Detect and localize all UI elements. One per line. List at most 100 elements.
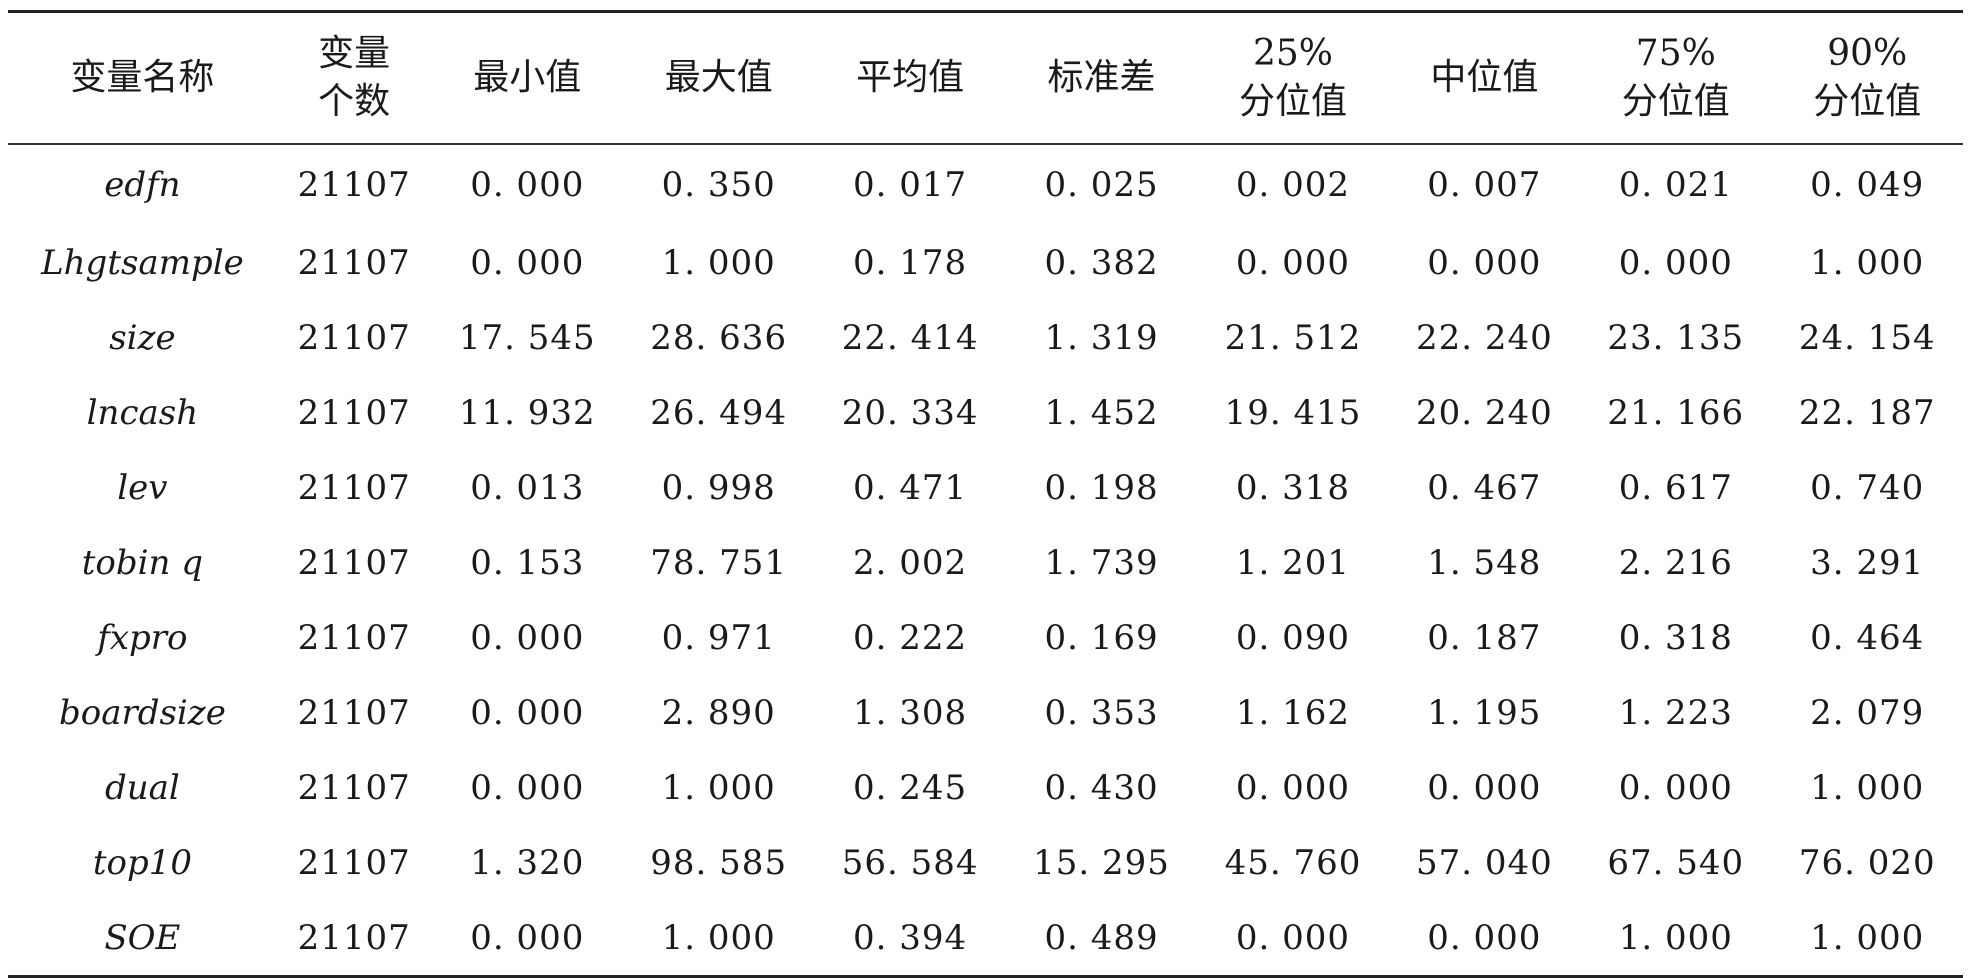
statistics-table: 变量名称 变量 个数 最小值 最大值 平均值 标准差 xyxy=(8,10,1963,978)
cell-count: 21107 xyxy=(297,617,411,658)
cell-p25: 21. 512 xyxy=(1224,317,1362,358)
header-count: 变量 个数 xyxy=(318,33,391,122)
cell-p75: 0. 318 xyxy=(1618,617,1733,658)
cell-p75: 67. 540 xyxy=(1607,842,1745,883)
cell-min: 1. 320 xyxy=(470,842,585,883)
cell-variable-name: boardsize xyxy=(58,692,226,733)
table-rows: edfn 21107 0. 000 0. 350 0. 017 0. 025 0. 002 0… xyxy=(8,145,1963,975)
cell-min: 0. 000 xyxy=(470,917,585,958)
table-row: edfn 21107 0. 000 0. 350 0. 017 0. 025 0. 002 0… xyxy=(8,145,1963,225)
cell-min: 0. 153 xyxy=(470,542,585,583)
cell-std: 0. 169 xyxy=(1044,617,1159,658)
cell-p25: 0. 000 xyxy=(1235,917,1351,958)
cell-count: 21107 xyxy=(297,842,411,883)
cell-count: 21107 xyxy=(297,542,411,583)
cell-min: 0. 000 xyxy=(470,165,585,205)
cell-max: 1. 000 xyxy=(661,917,776,958)
cell-max: 2. 890 xyxy=(661,692,776,733)
cell-min: 0. 000 xyxy=(470,242,585,283)
cell-p25: 19. 415 xyxy=(1224,392,1362,433)
cell-max: 98. 585 xyxy=(650,842,788,883)
cell-count: 21107 xyxy=(297,767,411,808)
cell-mean: 0. 471 xyxy=(853,467,968,508)
cell-p90: 76. 020 xyxy=(1798,842,1936,883)
cell-p75: 0. 000 xyxy=(1618,767,1733,808)
cell-p25: 0. 318 xyxy=(1235,467,1351,508)
cell-count: 21107 xyxy=(297,242,411,283)
cell-min: 0. 000 xyxy=(470,767,585,808)
header-row: 变量名称 变量 个数 最小值 最大值 平均值 标准差 xyxy=(8,13,1963,143)
cell-p90: 1. 000 xyxy=(1810,242,1925,283)
cell-mean: 0. 394 xyxy=(853,917,968,958)
table-header: 变量名称 变量 个数 最小值 最大值 平均值 标准差 xyxy=(8,13,1963,143)
table-row: SOE 21107 0. 000 1. 000 0. 394 0. 489 0. 000 0.… xyxy=(8,900,1963,975)
cell-variable-name: size xyxy=(109,317,176,358)
table-row: tobin q 21107 0. 153 78. 751 2. 002 1. 739 1. … xyxy=(8,525,1963,600)
cell-mean: 20. 334 xyxy=(841,392,979,433)
cell-variable-name: lncash xyxy=(86,392,199,433)
cell-mean: 1. 308 xyxy=(853,692,968,733)
table-row: dual 21107 0. 000 1. 000 0. 245 0. 430 0. 000 0… xyxy=(8,750,1963,825)
table-row: boardsize 21107 0. 000 2. 890 1. 308 0. 353 1.… xyxy=(8,675,1963,750)
cell-std: 0. 198 xyxy=(1044,467,1159,508)
cell-p90: 0. 464 xyxy=(1810,617,1925,658)
cell-min: 17. 545 xyxy=(458,317,596,358)
cell-p90: 3. 291 xyxy=(1810,542,1925,583)
header-p25: 25% 分位值 xyxy=(1238,33,1347,122)
table-row: top10 21107 1. 320 98. 585 56. 584 15. 295 45.… xyxy=(8,825,1963,900)
cell-median: 0. 000 xyxy=(1427,917,1542,958)
cell-mean: 0. 245 xyxy=(853,767,968,808)
cell-max: 28. 636 xyxy=(650,317,788,358)
cell-max: 1. 000 xyxy=(661,242,776,283)
cell-p25: 0. 000 xyxy=(1235,242,1351,283)
cell-count: 21107 xyxy=(297,165,411,205)
cell-p75: 1. 000 xyxy=(1618,917,1733,958)
cell-min: 0. 013 xyxy=(470,467,585,508)
cell-p25: 1. 162 xyxy=(1235,692,1351,733)
table-row: fxpro 21107 0. 000 0. 971 0. 222 0. 169 0. 090… xyxy=(8,600,1963,675)
cell-max: 0. 971 xyxy=(661,617,776,658)
header-p75: 75% 分位值 xyxy=(1621,33,1730,122)
cell-std: 0. 489 xyxy=(1044,917,1159,958)
top-rule xyxy=(8,10,1963,13)
cell-median: 57. 040 xyxy=(1415,842,1553,883)
cell-mean: 56. 584 xyxy=(841,842,979,883)
cell-p75: 1. 223 xyxy=(1618,692,1733,733)
cell-variable-name: Lhgtsample xyxy=(41,242,244,283)
table-row: size 21107 17. 545 28. 636 22. 414 1. 319 21. … xyxy=(8,300,1963,375)
header-variable-name: 变量名称 xyxy=(70,57,215,98)
cell-mean: 2. 002 xyxy=(853,542,968,583)
header-median: 中位值 xyxy=(1430,57,1539,98)
cell-std: 0. 025 xyxy=(1044,165,1159,205)
cell-median: 1. 548 xyxy=(1427,542,1542,583)
cell-variable-name: top10 xyxy=(92,842,192,883)
cell-p25: 0. 002 xyxy=(1235,165,1351,205)
cell-median: 0. 187 xyxy=(1427,617,1542,658)
table-body: edfn 21107 0. 000 0. 350 0. 017 0. 025 0. 002 0… xyxy=(8,145,1963,975)
cell-p75: 0. 021 xyxy=(1618,165,1733,205)
cell-p25: 1. 201 xyxy=(1235,542,1351,583)
cell-variable-name: SOE xyxy=(104,917,181,958)
cell-p90: 2. 079 xyxy=(1810,692,1925,733)
cell-min: 0. 000 xyxy=(470,617,585,658)
cell-mean: 0. 017 xyxy=(853,165,968,205)
cell-max: 1. 000 xyxy=(661,767,776,808)
cell-p90: 0. 049 xyxy=(1810,165,1925,205)
cell-max: 26. 494 xyxy=(650,392,788,433)
header-std: 标准差 xyxy=(1047,57,1156,98)
cell-std: 15. 295 xyxy=(1033,842,1170,883)
cell-variable-name: fxpro xyxy=(97,617,188,658)
cell-std: 0. 382 xyxy=(1044,242,1159,283)
cell-p75: 0. 617 xyxy=(1618,467,1733,508)
cell-count: 21107 xyxy=(297,317,411,358)
cell-mean: 22. 414 xyxy=(841,317,979,358)
cell-mean: 0. 222 xyxy=(853,617,968,658)
cell-variable-name: dual xyxy=(104,767,180,808)
cell-p75: 2. 216 xyxy=(1618,542,1733,583)
cell-std: 1. 739 xyxy=(1044,542,1159,583)
cell-median: 0. 467 xyxy=(1427,467,1542,508)
cell-max: 0. 350 xyxy=(661,165,776,205)
cell-variable-name: lev xyxy=(117,467,168,508)
cell-median: 20. 240 xyxy=(1415,392,1553,433)
cell-count: 21107 xyxy=(297,917,411,958)
